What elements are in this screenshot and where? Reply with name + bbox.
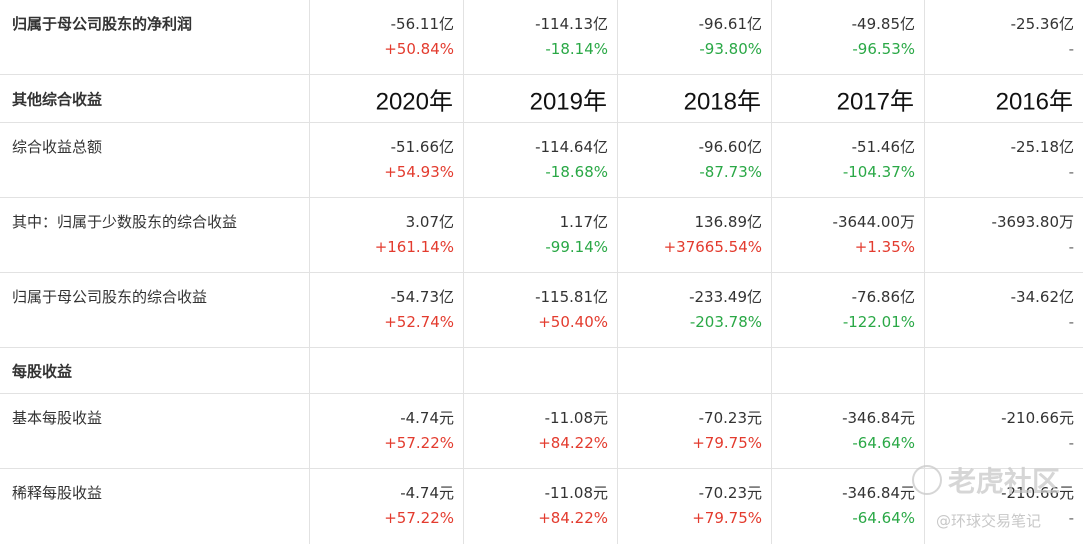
value-cell: -34.62亿 - — [1010, 288, 1074, 331]
value-cell: -210.66元 - — [1001, 409, 1074, 452]
section-header-row: 每股收益 — [0, 348, 1083, 394]
value-cell: -114.64亿 -18.68% — [464, 123, 618, 197]
value-cell: -233.49亿 -203.78% — [618, 273, 772, 347]
value-cell: -25.36亿 - — [1010, 15, 1074, 58]
value-cell: 3.07亿 +161.14% — [310, 198, 464, 272]
value-cell: -210.66元 - — [1001, 484, 1074, 527]
value-cell: -3693.80万 - — [991, 213, 1074, 256]
value-cell: -11.08元 +84.22% — [464, 469, 618, 544]
value-cell: -114.13亿 -18.14% — [464, 0, 618, 74]
value-cell: -3644.00万 +1.35% — [772, 198, 925, 272]
value-cell: -56.11亿 +50.84% — [310, 0, 464, 74]
value-cell: -115.81亿 +50.40% — [464, 273, 618, 347]
value-cell: -51.46亿 -104.37% — [772, 123, 925, 197]
value-cell: -4.74元 +57.22% — [310, 394, 464, 468]
tiger-logo-icon — [912, 465, 942, 495]
value-cell: -11.08元 +84.22% — [464, 394, 618, 468]
watermark-handle: @环球交易笔记 — [936, 512, 1042, 530]
value-cell: -49.85亿 -96.53% — [772, 0, 925, 74]
value-cell: 136.89亿 +37665.54% — [618, 198, 772, 272]
row-label: 其中：归属于少数股东的综合收益 — [0, 198, 310, 272]
value-cell: -96.61亿 -93.80% — [618, 0, 772, 74]
year-header: 2018年 — [618, 75, 772, 122]
table-row: 归属于母公司股东的净利润 -56.11亿 +50.84% -114.13亿 -18.… — [0, 0, 1083, 75]
table-row: 基本每股收益 -4.74元 +57.22% -11.08元 +84.22% -70.… — [0, 394, 1083, 469]
section-header-row: 其他综合收益 2020年 2019年 2018年 2017年 2016年 — [0, 75, 1083, 123]
row-label: 稀释每股收益 — [0, 469, 310, 544]
table-row: 归属于母公司股东的综合收益 -54.73亿 +52.74% -115.81亿 +50… — [0, 273, 1083, 348]
table-row: 稀释每股收益 -4.74元 +57.22% -11.08元 +84.22% -70.… — [0, 469, 1083, 544]
value-cell: 1.17亿 -99.14% — [464, 198, 618, 272]
year-header: 2016年 — [995, 88, 1073, 115]
value-cell: -346.84元 -64.64% — [772, 469, 925, 544]
value-cell: -25.18亿 - — [1010, 138, 1074, 181]
year-header: 2017年 — [772, 75, 925, 122]
value-cell: -346.84元 -64.64% — [772, 394, 925, 468]
row-label: 综合收益总额 — [0, 123, 310, 197]
value-cell: -96.60亿 -87.73% — [618, 123, 772, 197]
row-label: 归属于母公司股东的综合收益 — [0, 273, 310, 347]
watermark-brand: 老虎社区 — [912, 460, 1060, 500]
value-cell: -70.23元 +79.75% — [618, 394, 772, 468]
value-cell: -76.86亿 -122.01% — [772, 273, 925, 347]
table-row: 综合收益总额 -51.66亿 +54.93% -114.64亿 -18.68% -9… — [0, 123, 1083, 198]
value-cell: -70.23元 +79.75% — [618, 469, 772, 544]
section-label: 其他综合收益 — [0, 75, 310, 122]
table-row: 其中：归属于少数股东的综合收益 3.07亿 +161.14% 1.17亿 -99.1… — [0, 198, 1083, 273]
row-label: 基本每股收益 — [0, 394, 310, 468]
section-label: 每股收益 — [0, 348, 310, 393]
year-header: 2019年 — [464, 75, 618, 122]
year-header: 2020年 — [310, 75, 464, 122]
row-label: 归属于母公司股东的净利润 — [0, 0, 310, 74]
value-cell: -51.66亿 +54.93% — [310, 123, 464, 197]
value-cell: -54.73亿 +52.74% — [310, 273, 464, 347]
value-cell: -4.74元 +57.22% — [310, 469, 464, 544]
